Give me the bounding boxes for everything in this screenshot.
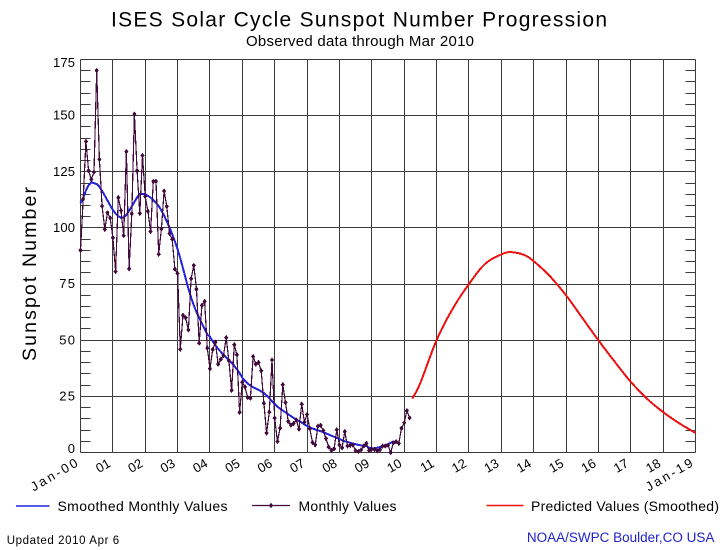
- svg-text:Monthly Values: Monthly Values: [299, 498, 397, 514]
- svg-text:Sunspot Number: Sunspot Number: [19, 187, 41, 362]
- svg-text:15: 15: [546, 456, 566, 476]
- svg-text:125: 125: [53, 164, 75, 179]
- svg-text:09: 09: [352, 456, 372, 476]
- svg-text:50: 50: [59, 332, 75, 347]
- svg-text:NOAA/SWPC Boulder,CO USA: NOAA/SWPC Boulder,CO USA: [527, 530, 715, 545]
- svg-text:04: 04: [190, 456, 210, 476]
- svg-text:0: 0: [68, 441, 75, 456]
- svg-text:Observed data through Mar 2010: Observed data through Mar 2010: [246, 33, 474, 50]
- svg-text:75: 75: [59, 276, 75, 291]
- svg-text:ISES Solar Cycle Sunspot Numbe: ISES Solar Cycle Sunspot Number Progress…: [111, 8, 607, 31]
- svg-text:13: 13: [481, 456, 501, 476]
- svg-text:03: 03: [158, 456, 178, 476]
- svg-text:Smoothed Monthly Values: Smoothed Monthly Values: [58, 498, 228, 514]
- svg-text:11: 11: [418, 456, 437, 476]
- svg-text:16: 16: [578, 456, 598, 476]
- svg-text:07: 07: [287, 456, 307, 476]
- svg-text:Predicted Values (Smoothed): Predicted Values (Smoothed): [531, 498, 719, 514]
- svg-text:01: 01: [93, 456, 113, 476]
- svg-text:175: 175: [53, 55, 75, 70]
- svg-text:14: 14: [514, 456, 534, 476]
- svg-text:17: 17: [611, 456, 631, 476]
- svg-text:100: 100: [53, 220, 75, 235]
- svg-text:18: 18: [643, 456, 663, 476]
- svg-text:08: 08: [319, 456, 339, 476]
- svg-text:10: 10: [384, 456, 404, 476]
- svg-text:06: 06: [255, 456, 275, 476]
- svg-text:02: 02: [125, 456, 145, 476]
- svg-text:12: 12: [449, 456, 469, 476]
- svg-text:25: 25: [59, 389, 75, 404]
- svg-text:150: 150: [53, 108, 75, 123]
- svg-text:Updated 2010 Apr 6: Updated 2010 Apr 6: [7, 535, 120, 547]
- svg-text:05: 05: [222, 456, 242, 476]
